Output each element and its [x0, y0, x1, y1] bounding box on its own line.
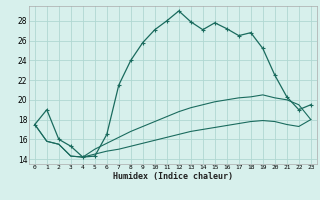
X-axis label: Humidex (Indice chaleur): Humidex (Indice chaleur) [113, 172, 233, 181]
